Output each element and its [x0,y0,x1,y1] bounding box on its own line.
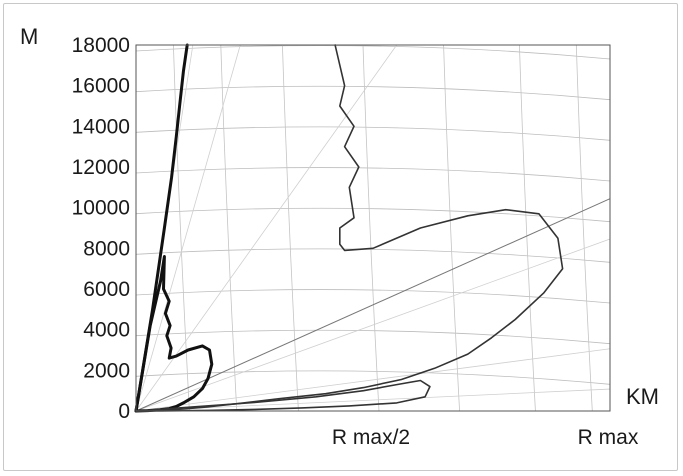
x-tick-label: R max [578,426,639,449]
y-tick-label: 8000 [83,237,130,260]
y-axis-title: M [20,24,38,49]
reference-radial-line [135,198,611,412]
plot-area-border [135,44,611,412]
y-tick-label: 4000 [83,319,130,342]
grid-radial-line [135,348,611,412]
grid-curve-horizontal [135,85,611,101]
x-axis-title: KM [626,384,659,409]
grid-radial-line [135,238,611,412]
y-tick-label: 12000 [72,156,130,179]
grid-curve-vertical [519,44,536,412]
grid-curve-vertical [282,44,299,412]
y-tick-label: 10000 [72,197,130,220]
series-line-4 [135,379,431,412]
grid-curve-vertical [575,44,593,412]
y-tick-label: 16000 [72,75,130,98]
grid-curve-horizontal [135,167,611,182]
grid-curve-horizontal [135,207,611,223]
series-line-1 [134,43,189,413]
y-tick-label: 0 [118,400,130,423]
grid-radial-line [135,44,398,412]
series-line-2 [134,255,214,413]
y-tick-label: 2000 [83,359,130,382]
grid-curve-horizontal [135,370,611,385]
grid-radial-line [135,388,611,412]
series-layer [134,43,564,413]
grid-radial-line [135,44,241,412]
grid-layer [135,44,611,412]
series-line-3 [135,44,564,412]
grid-curve-horizontal [135,329,611,345]
grid-curve-vertical [220,44,238,412]
grid-curve-horizontal [135,45,611,60]
grid-curve-horizontal [135,248,611,263]
x-tick-label: R max/2 [332,426,410,449]
y-tick-label: 14000 [72,115,130,138]
grid-curve-horizontal [135,126,611,141]
grid-curve-vertical [443,44,460,412]
y-tick-label: 6000 [83,278,130,301]
y-tick-label: 18000 [72,34,130,57]
grid-curve-vertical [173,44,190,412]
axis-layer: 0 2000 4000 6000 8000 10000 12000 14000 16000 180… [72,34,639,449]
grid-curve-vertical [362,44,380,412]
